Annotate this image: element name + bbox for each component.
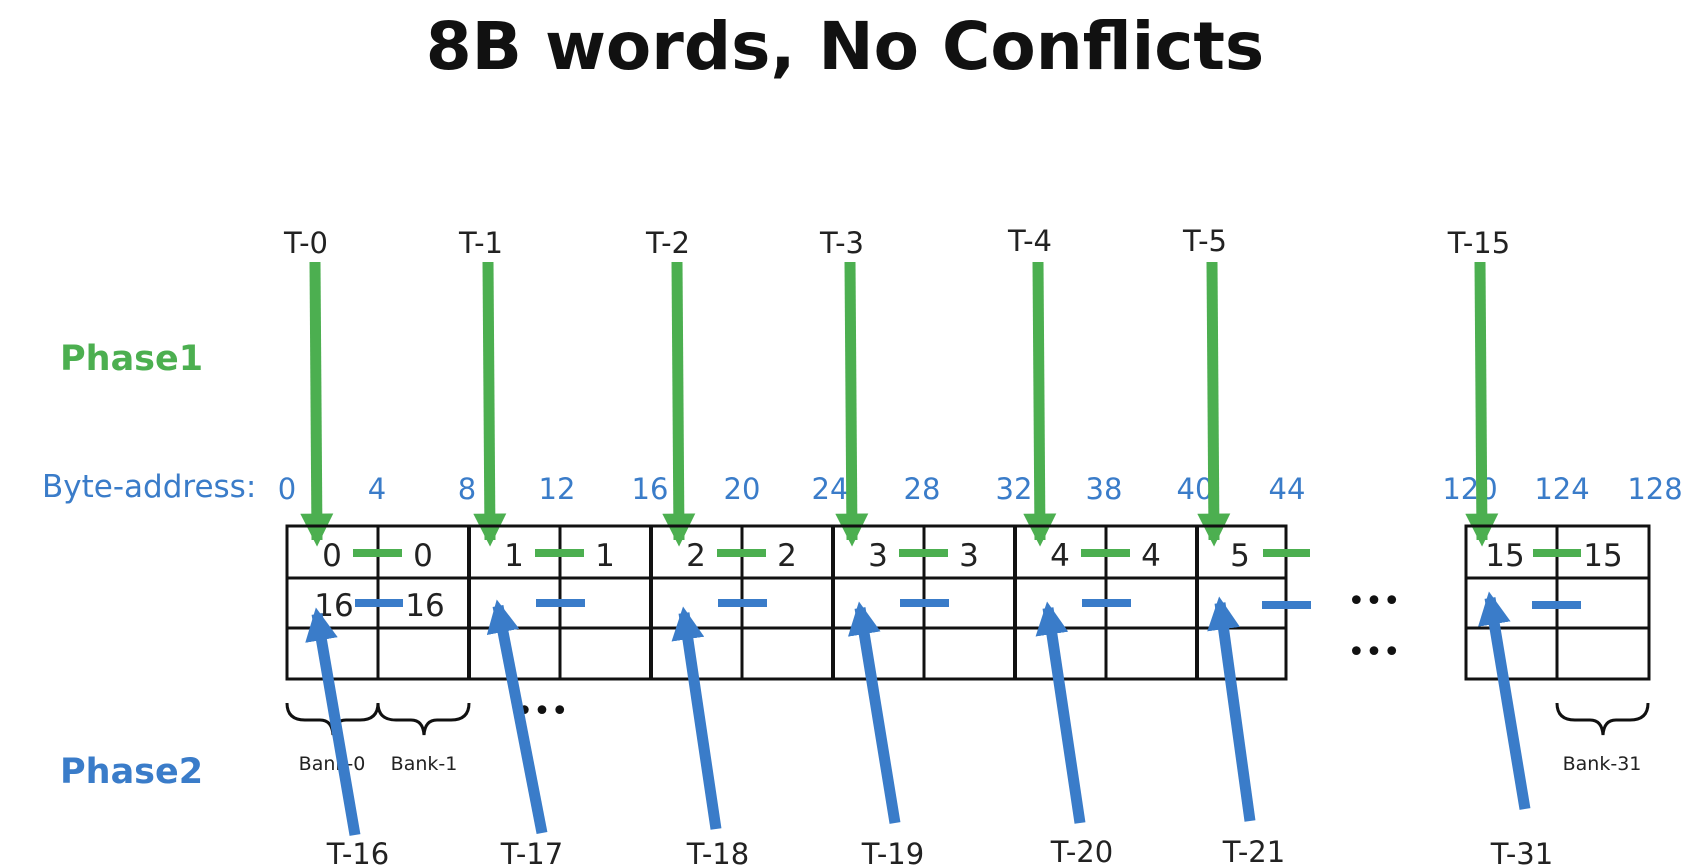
brace-bank-1 bbox=[376, 702, 471, 736]
thread-label-t15: T-15 bbox=[1447, 226, 1510, 260]
thread-label-t2: T-2 bbox=[645, 226, 690, 260]
brace-bank-31 bbox=[1555, 702, 1650, 736]
byte-address-8: 8 bbox=[458, 472, 476, 506]
cell-value: 3 bbox=[868, 538, 888, 574]
phase1-arrow-t0 bbox=[300, 261, 334, 547]
cell-value: 0 bbox=[322, 538, 342, 574]
thread-label-t19: T-19 bbox=[861, 837, 924, 868]
row1-values: 0 0 1 1 2 2 3 3 4 4 5 15 15 bbox=[322, 538, 1623, 574]
phase1-label: Phase1 bbox=[60, 339, 203, 379]
byte-address-24: 24 bbox=[812, 472, 849, 506]
cell-value: 15 bbox=[1583, 538, 1622, 574]
phase2-arrow-t16 bbox=[305, 607, 361, 836]
thread-label-t20: T-20 bbox=[1050, 835, 1113, 868]
bank-labels: Bank-0 Bank-1 Bank-31 bbox=[299, 753, 1642, 775]
bank-label-31: Bank-31 bbox=[1563, 753, 1642, 775]
byte-address-4: 4 bbox=[368, 472, 386, 506]
byte-address-labels: 0 4 8 12 16 20 24 28 32 38 40 44 120 124… bbox=[278, 472, 1683, 506]
byte-address-38: 38 bbox=[1086, 472, 1123, 506]
thread-label-t31: T-31 bbox=[1490, 837, 1553, 868]
bank-braces bbox=[285, 702, 1650, 736]
thread-label-t3: T-3 bbox=[819, 226, 864, 260]
thread-label-t17: T-17 bbox=[500, 837, 563, 868]
thread-label-t4: T-4 bbox=[1007, 224, 1052, 258]
byte-address-44: 44 bbox=[1269, 472, 1306, 506]
thread-label-t16: T-16 bbox=[326, 837, 389, 868]
bank-label-1: Bank-1 bbox=[391, 753, 458, 775]
phase1-arrow-t2 bbox=[662, 261, 696, 547]
byte-address-28: 28 bbox=[904, 472, 941, 506]
cell-value: 5 bbox=[1230, 538, 1250, 574]
phase1-arrow-t15 bbox=[1465, 261, 1499, 547]
cell-value: 0 bbox=[413, 538, 433, 574]
page-title: 8B words, No Conflicts bbox=[425, 8, 1265, 85]
ellipsis-row2: ••• bbox=[1347, 584, 1400, 619]
byte-address-124: 124 bbox=[1534, 472, 1589, 506]
thread-label-t21: T-21 bbox=[1222, 835, 1285, 868]
phase2-arrow-t17 bbox=[486, 599, 548, 835]
cell-value: 2 bbox=[777, 538, 797, 574]
cell-value: 2 bbox=[686, 538, 706, 574]
thread-label-t5: T-5 bbox=[1182, 224, 1227, 258]
ellipsis-row3: ••• bbox=[1347, 635, 1400, 670]
phase2-label: Phase2 bbox=[60, 752, 203, 792]
phase1-arrow-t5 bbox=[1197, 261, 1231, 547]
cell-value: 4 bbox=[1050, 538, 1070, 574]
phase2-arrow-t21 bbox=[1207, 596, 1256, 822]
row2-values: 16 16 bbox=[314, 588, 444, 624]
byte-address-label: Byte-address: bbox=[42, 469, 256, 505]
byte-address-128: 128 bbox=[1627, 472, 1682, 506]
byte-address-12: 12 bbox=[539, 472, 576, 506]
phase2-arrow-t18 bbox=[671, 606, 722, 830]
byte-address-16: 16 bbox=[632, 472, 669, 506]
phase2-arrow-t20 bbox=[1035, 601, 1086, 824]
phase2-dashes bbox=[355, 599, 1581, 609]
byte-address-20: 20 bbox=[724, 472, 761, 506]
byte-address-0: 0 bbox=[278, 472, 296, 506]
phase2-arrow-t19 bbox=[847, 601, 901, 824]
byte-address-120: 120 bbox=[1442, 472, 1497, 506]
cell-value: 1 bbox=[504, 538, 524, 574]
bank-label-0: Bank-0 bbox=[299, 753, 366, 775]
cell-value: 4 bbox=[1141, 538, 1161, 574]
phase1-thread-labels: T-0 T-1 T-2 T-3 T-4 T-5 T-15 bbox=[283, 224, 1510, 260]
phase1-arrow-t1 bbox=[473, 261, 507, 547]
byte-address-40: 40 bbox=[1177, 472, 1214, 506]
thread-label-t1: T-1 bbox=[458, 226, 503, 260]
cell-value: 3 bbox=[959, 538, 979, 574]
phase1-arrows bbox=[300, 261, 1499, 547]
cell-value: 16 bbox=[405, 588, 444, 624]
phase1-arrow-t3 bbox=[835, 261, 869, 547]
phase2-arrows bbox=[305, 591, 1531, 836]
thread-label-t18: T-18 bbox=[686, 837, 749, 868]
byte-address-32: 32 bbox=[996, 472, 1033, 506]
cell-value: 1 bbox=[595, 538, 615, 574]
phase2-arrow-t31 bbox=[1478, 591, 1531, 810]
thread-label-t0: T-0 bbox=[283, 226, 328, 260]
ellipses: ••• ••• ••• bbox=[515, 584, 1400, 729]
cell-value: 15 bbox=[1485, 538, 1524, 574]
phase1-arrow-t4 bbox=[1023, 261, 1057, 547]
phase2-thread-labels: T-16 T-17 T-18 T-19 T-20 T-21 T-31 bbox=[326, 835, 1553, 868]
